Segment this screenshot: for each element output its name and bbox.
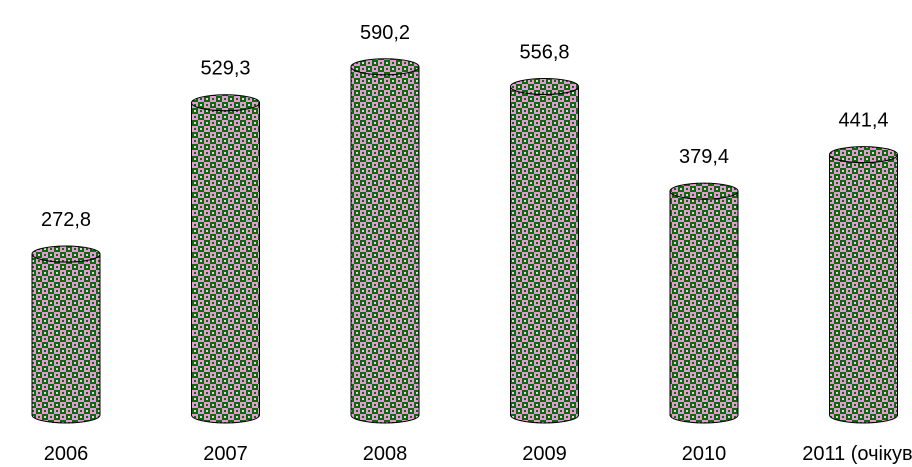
value-label: 379,4 [679,146,729,168]
cylinder-top [191,94,260,112]
bar-2011 [829,146,898,424]
cylinder-top [510,77,579,95]
cylinder-body [829,154,898,424]
cylinder-top [669,182,739,200]
cylinder-body [350,66,420,424]
x-tick-label: 2006 [44,443,89,465]
x-tick-label: 2011 (очікув.) [802,443,912,465]
cylinder-body [510,86,579,424]
cylinder-top [31,245,101,263]
x-tick-label: 2010 [682,443,727,465]
cylinder-body [669,191,739,424]
value-labels-group: 272,8 529,3 590,2 556,8 379,4 441,4 [41,22,889,231]
cylinder-top [829,146,898,164]
x-tick-labels-group: 2006 2007 2008 2009 2010 2011 (очікув.) [44,443,912,465]
value-label: 441,4 [838,110,888,132]
cylinder-body [191,102,260,424]
value-label: 590,2 [360,22,410,44]
cylinder-top [350,58,420,76]
x-tick-label: 2008 [363,443,408,465]
bar-2007 [191,94,260,424]
bars-group [31,58,898,424]
bar-2006 [31,245,101,424]
cylinder-body [31,253,101,424]
bar-2008 [350,58,420,424]
value-label: 529,3 [200,58,250,80]
x-tick-label: 2007 [203,443,248,465]
bar-2010 [669,182,739,424]
value-label: 556,8 [519,41,569,63]
value-label: 272,8 [41,209,91,231]
bar-2009 [510,77,579,424]
x-tick-label: 2009 [522,443,567,465]
